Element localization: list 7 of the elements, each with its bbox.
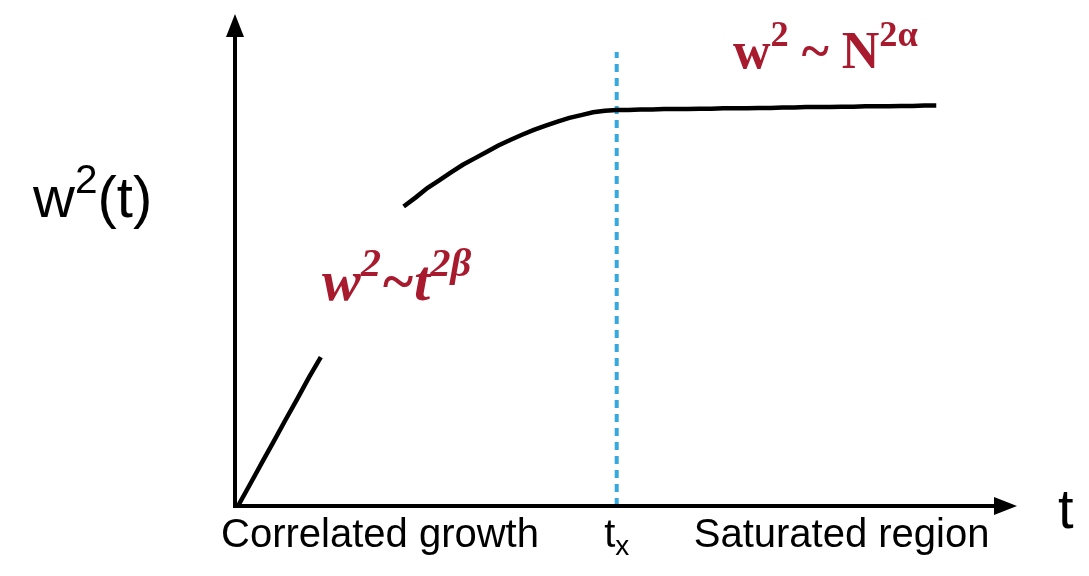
text: w$^{2}$ ~ N$^{2α}$	[733, 14, 918, 79]
x-tick-label: t$_{x}$	[604, 511, 630, 562]
x-tick-label: Saturated region	[693, 511, 990, 555]
annotation: w$^{2}$~t$^{2β}$	[322, 240, 472, 314]
x-axis-title: t	[1058, 477, 1074, 540]
y-axis-title: w$^{2}$(t)	[32, 156, 153, 230]
x-tick-label: Correlated growth	[221, 511, 539, 555]
